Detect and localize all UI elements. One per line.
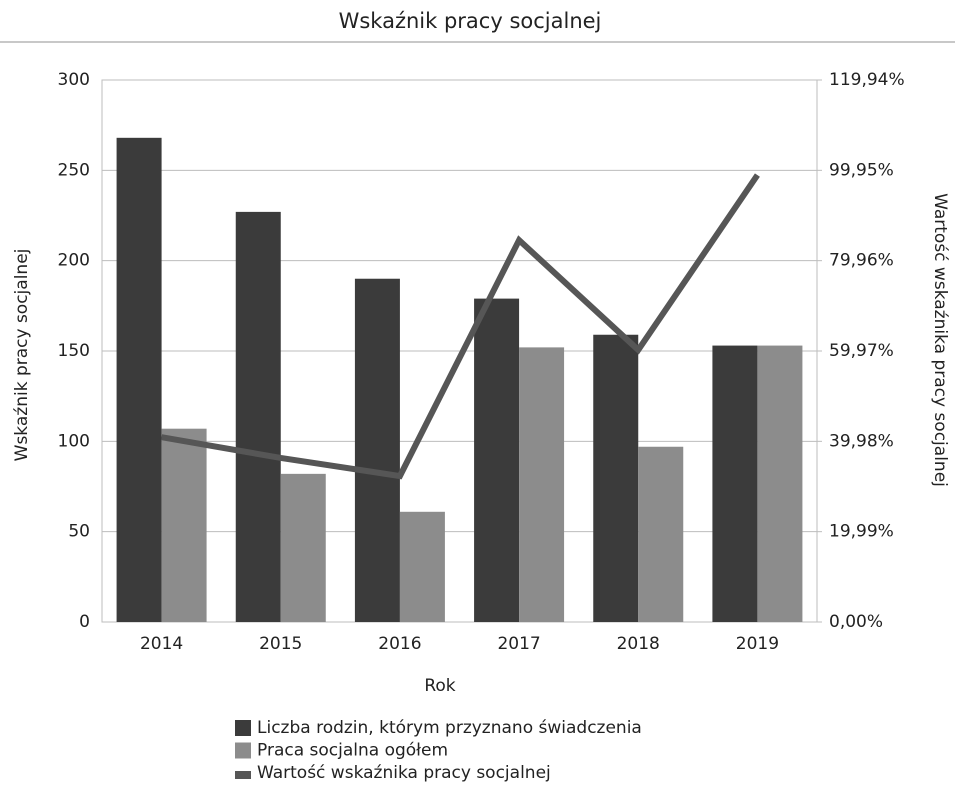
line-series bbox=[161, 173, 760, 480]
y-tick-label: 50 bbox=[68, 522, 90, 542]
x-tick-label: 2014 bbox=[140, 634, 183, 654]
bar bbox=[638, 446, 684, 622]
bar bbox=[399, 511, 445, 622]
y2-tick-label: 119,94% bbox=[829, 70, 905, 90]
y-tick-label: 150 bbox=[58, 341, 90, 361]
y2-tick-label: 59,97% bbox=[829, 341, 894, 361]
x-tick-label: 2019 bbox=[736, 634, 779, 654]
y-tick-label: 200 bbox=[58, 251, 90, 271]
y2-tick-label: 79,96% bbox=[829, 251, 894, 271]
legend-swatch bbox=[235, 771, 251, 779]
y2-tick-label: 19,99% bbox=[829, 522, 894, 542]
x-tick-label: 2015 bbox=[259, 634, 302, 654]
bar bbox=[474, 298, 520, 622]
y2-tick-label: 99,95% bbox=[829, 160, 894, 180]
y2-tick-label: 39,98% bbox=[829, 431, 894, 451]
bar bbox=[757, 345, 803, 622]
y2-tick-label: 0,00% bbox=[829, 612, 883, 632]
y-axis-label: Wskaźnik pracy socjalnej bbox=[12, 249, 32, 462]
x-tick-label: 2017 bbox=[497, 634, 540, 654]
y-tick-label: 0 bbox=[79, 612, 90, 632]
legend-label: Praca socjalna ogółem bbox=[257, 741, 448, 761]
bar bbox=[712, 345, 758, 622]
y-tick-label: 100 bbox=[58, 431, 90, 451]
bar bbox=[161, 428, 207, 622]
bar bbox=[280, 473, 326, 622]
bar bbox=[235, 211, 281, 623]
legend-swatch bbox=[235, 742, 251, 759]
legend-label: Wartość wskaźnika pracy socjalnej bbox=[257, 763, 551, 783]
bar bbox=[593, 334, 639, 622]
y-tick-label: 300 bbox=[58, 70, 90, 90]
bar bbox=[116, 137, 162, 622]
y2-axis-label: Wartość wskaźnika pracy socjalnej bbox=[930, 193, 950, 487]
bar bbox=[519, 347, 565, 622]
x-tick-label: 2016 bbox=[378, 634, 421, 654]
bar bbox=[354, 278, 400, 622]
x-axis-label: Rok bbox=[424, 676, 455, 696]
legend-label: Liczba rodzin, którym przyznano świadcze… bbox=[257, 718, 642, 738]
legend-swatch bbox=[235, 720, 251, 736]
x-tick-label: 2018 bbox=[617, 634, 660, 654]
chart-title: Wskaźnik pracy socjalnej bbox=[339, 9, 602, 33]
y-tick-label: 250 bbox=[58, 160, 90, 180]
